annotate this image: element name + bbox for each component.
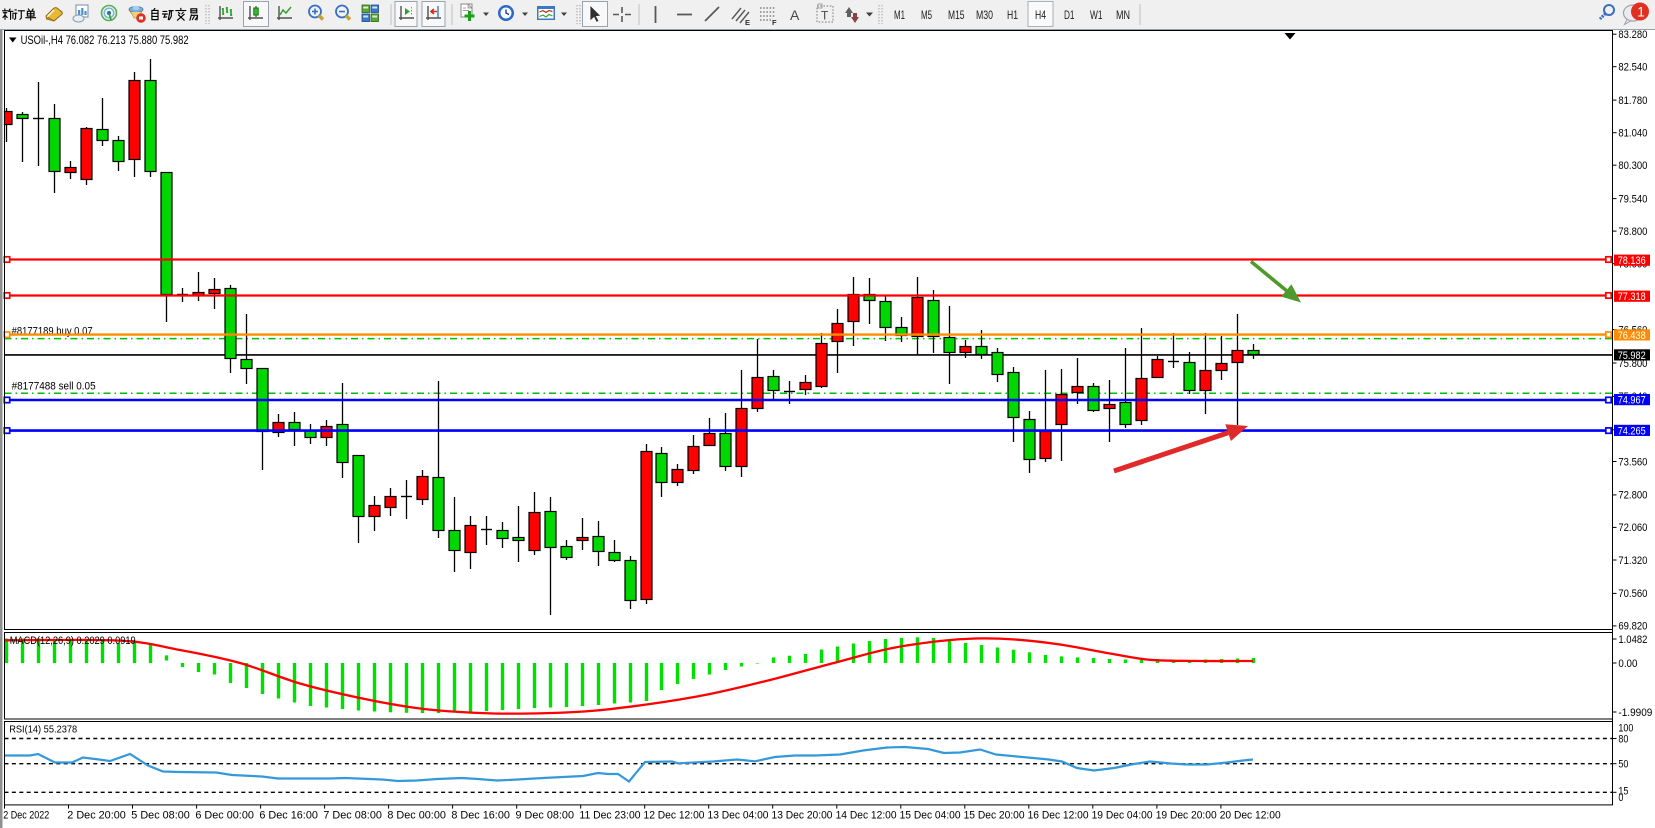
svg-text:100: 100 bbox=[1618, 722, 1633, 734]
svg-text:5 Dec 08:00: 5 Dec 08:00 bbox=[131, 809, 190, 821]
svg-text:8 Dec 16:00: 8 Dec 16:00 bbox=[451, 809, 510, 821]
svg-text:19 Dec 20:00: 19 Dec 20:00 bbox=[1156, 809, 1217, 821]
svg-text:F: F bbox=[772, 18, 777, 27]
svg-text:72.800: 72.800 bbox=[1618, 490, 1647, 502]
svg-text:1.0482: 1.0482 bbox=[1618, 634, 1647, 646]
svg-text:16 Dec 12:00: 16 Dec 12:00 bbox=[1028, 809, 1089, 821]
svg-text:81.780: 81.780 bbox=[1618, 95, 1647, 107]
svg-text:19 Dec 04:00: 19 Dec 04:00 bbox=[1092, 809, 1153, 821]
svg-text:MN: MN bbox=[1116, 8, 1130, 22]
svg-text:73.560: 73.560 bbox=[1618, 456, 1647, 468]
svg-text:D1: D1 bbox=[1064, 8, 1075, 22]
svg-text:70.560: 70.560 bbox=[1618, 588, 1647, 600]
svg-text:15 Dec 20:00: 15 Dec 20:00 bbox=[964, 809, 1025, 821]
svg-text:T: T bbox=[821, 9, 829, 23]
svg-text:76.438: 76.438 bbox=[1618, 330, 1646, 342]
svg-text:1: 1 bbox=[1637, 4, 1645, 19]
svg-text:78.800: 78.800 bbox=[1618, 226, 1647, 238]
svg-text:75.982: 75.982 bbox=[1618, 350, 1646, 362]
svg-text:80: 80 bbox=[1618, 733, 1628, 745]
svg-text:83.280: 83.280 bbox=[1618, 29, 1647, 41]
svg-text:H1: H1 bbox=[1007, 8, 1018, 22]
svg-text:7 Dec 08:00: 7 Dec 08:00 bbox=[323, 809, 382, 821]
svg-text:69.820: 69.820 bbox=[1618, 621, 1647, 633]
svg-text:12 Dec 12:00: 12 Dec 12:00 bbox=[644, 809, 705, 821]
svg-text:M1: M1 bbox=[894, 8, 905, 22]
svg-text:78.136: 78.136 bbox=[1618, 255, 1646, 267]
svg-text:MACD(12,26,9) 0.2029 0.0919: MACD(12,26,9) 0.2029 0.0919 bbox=[10, 635, 136, 647]
svg-text:M30: M30 bbox=[976, 8, 993, 22]
svg-text:RSI(14) 55.2378: RSI(14) 55.2378 bbox=[9, 724, 77, 736]
svg-text:USOil-,H4 76.082 76.213 75.88: USOil-,H4 76.082 76.213 75.880 75.982 bbox=[21, 33, 189, 47]
svg-text:82.540: 82.540 bbox=[1618, 62, 1647, 74]
svg-text:15 Dec 04:00: 15 Dec 04:00 bbox=[900, 809, 961, 821]
svg-text:15: 15 bbox=[1618, 786, 1628, 798]
svg-text:50: 50 bbox=[1618, 759, 1628, 771]
svg-text:2 Dec 2022: 2 Dec 2022 bbox=[3, 809, 49, 821]
svg-text:6 Dec 00:00: 6 Dec 00:00 bbox=[195, 809, 254, 821]
svg-text:80.300: 80.300 bbox=[1618, 160, 1647, 172]
svg-text:M5: M5 bbox=[921, 8, 932, 22]
svg-text:74.265: 74.265 bbox=[1618, 425, 1646, 437]
svg-text:E: E bbox=[745, 18, 750, 27]
svg-text:20 Dec 12:00: 20 Dec 12:00 bbox=[1220, 809, 1281, 821]
svg-text:13 Dec 20:00: 13 Dec 20:00 bbox=[772, 809, 833, 821]
svg-text:A: A bbox=[790, 7, 800, 23]
svg-text:9 Dec 08:00: 9 Dec 08:00 bbox=[516, 809, 575, 821]
svg-text:81.040: 81.040 bbox=[1618, 128, 1647, 140]
svg-text:M15: M15 bbox=[948, 8, 965, 22]
svg-text:11 Dec 23:00: 11 Dec 23:00 bbox=[580, 809, 641, 821]
svg-text:0: 0 bbox=[1618, 792, 1623, 804]
svg-text:71.320: 71.320 bbox=[1618, 555, 1647, 567]
svg-text:W1: W1 bbox=[1090, 8, 1103, 22]
svg-text:#8177488 sell 0.05: #8177488 sell 0.05 bbox=[12, 380, 96, 392]
svg-text:79.540: 79.540 bbox=[1618, 193, 1647, 205]
svg-text:6 Dec 16:00: 6 Dec 16:00 bbox=[259, 809, 318, 821]
svg-text:77.318: 77.318 bbox=[1618, 291, 1646, 303]
svg-text:8 Dec 00:00: 8 Dec 00:00 bbox=[387, 809, 446, 821]
svg-text:0.00: 0.00 bbox=[1618, 658, 1637, 670]
svg-text:-1.9909: -1.9909 bbox=[1618, 707, 1652, 719]
svg-text:H4: H4 bbox=[1035, 8, 1046, 22]
svg-text:2 Dec 20:00: 2 Dec 20:00 bbox=[67, 809, 126, 821]
svg-text:74.967: 74.967 bbox=[1618, 395, 1646, 407]
svg-text:72.060: 72.060 bbox=[1618, 522, 1647, 534]
svg-text:75.800: 75.800 bbox=[1618, 358, 1647, 370]
svg-text:14 Dec 12:00: 14 Dec 12:00 bbox=[836, 809, 897, 821]
svg-text:13 Dec 04:00: 13 Dec 04:00 bbox=[708, 809, 769, 821]
